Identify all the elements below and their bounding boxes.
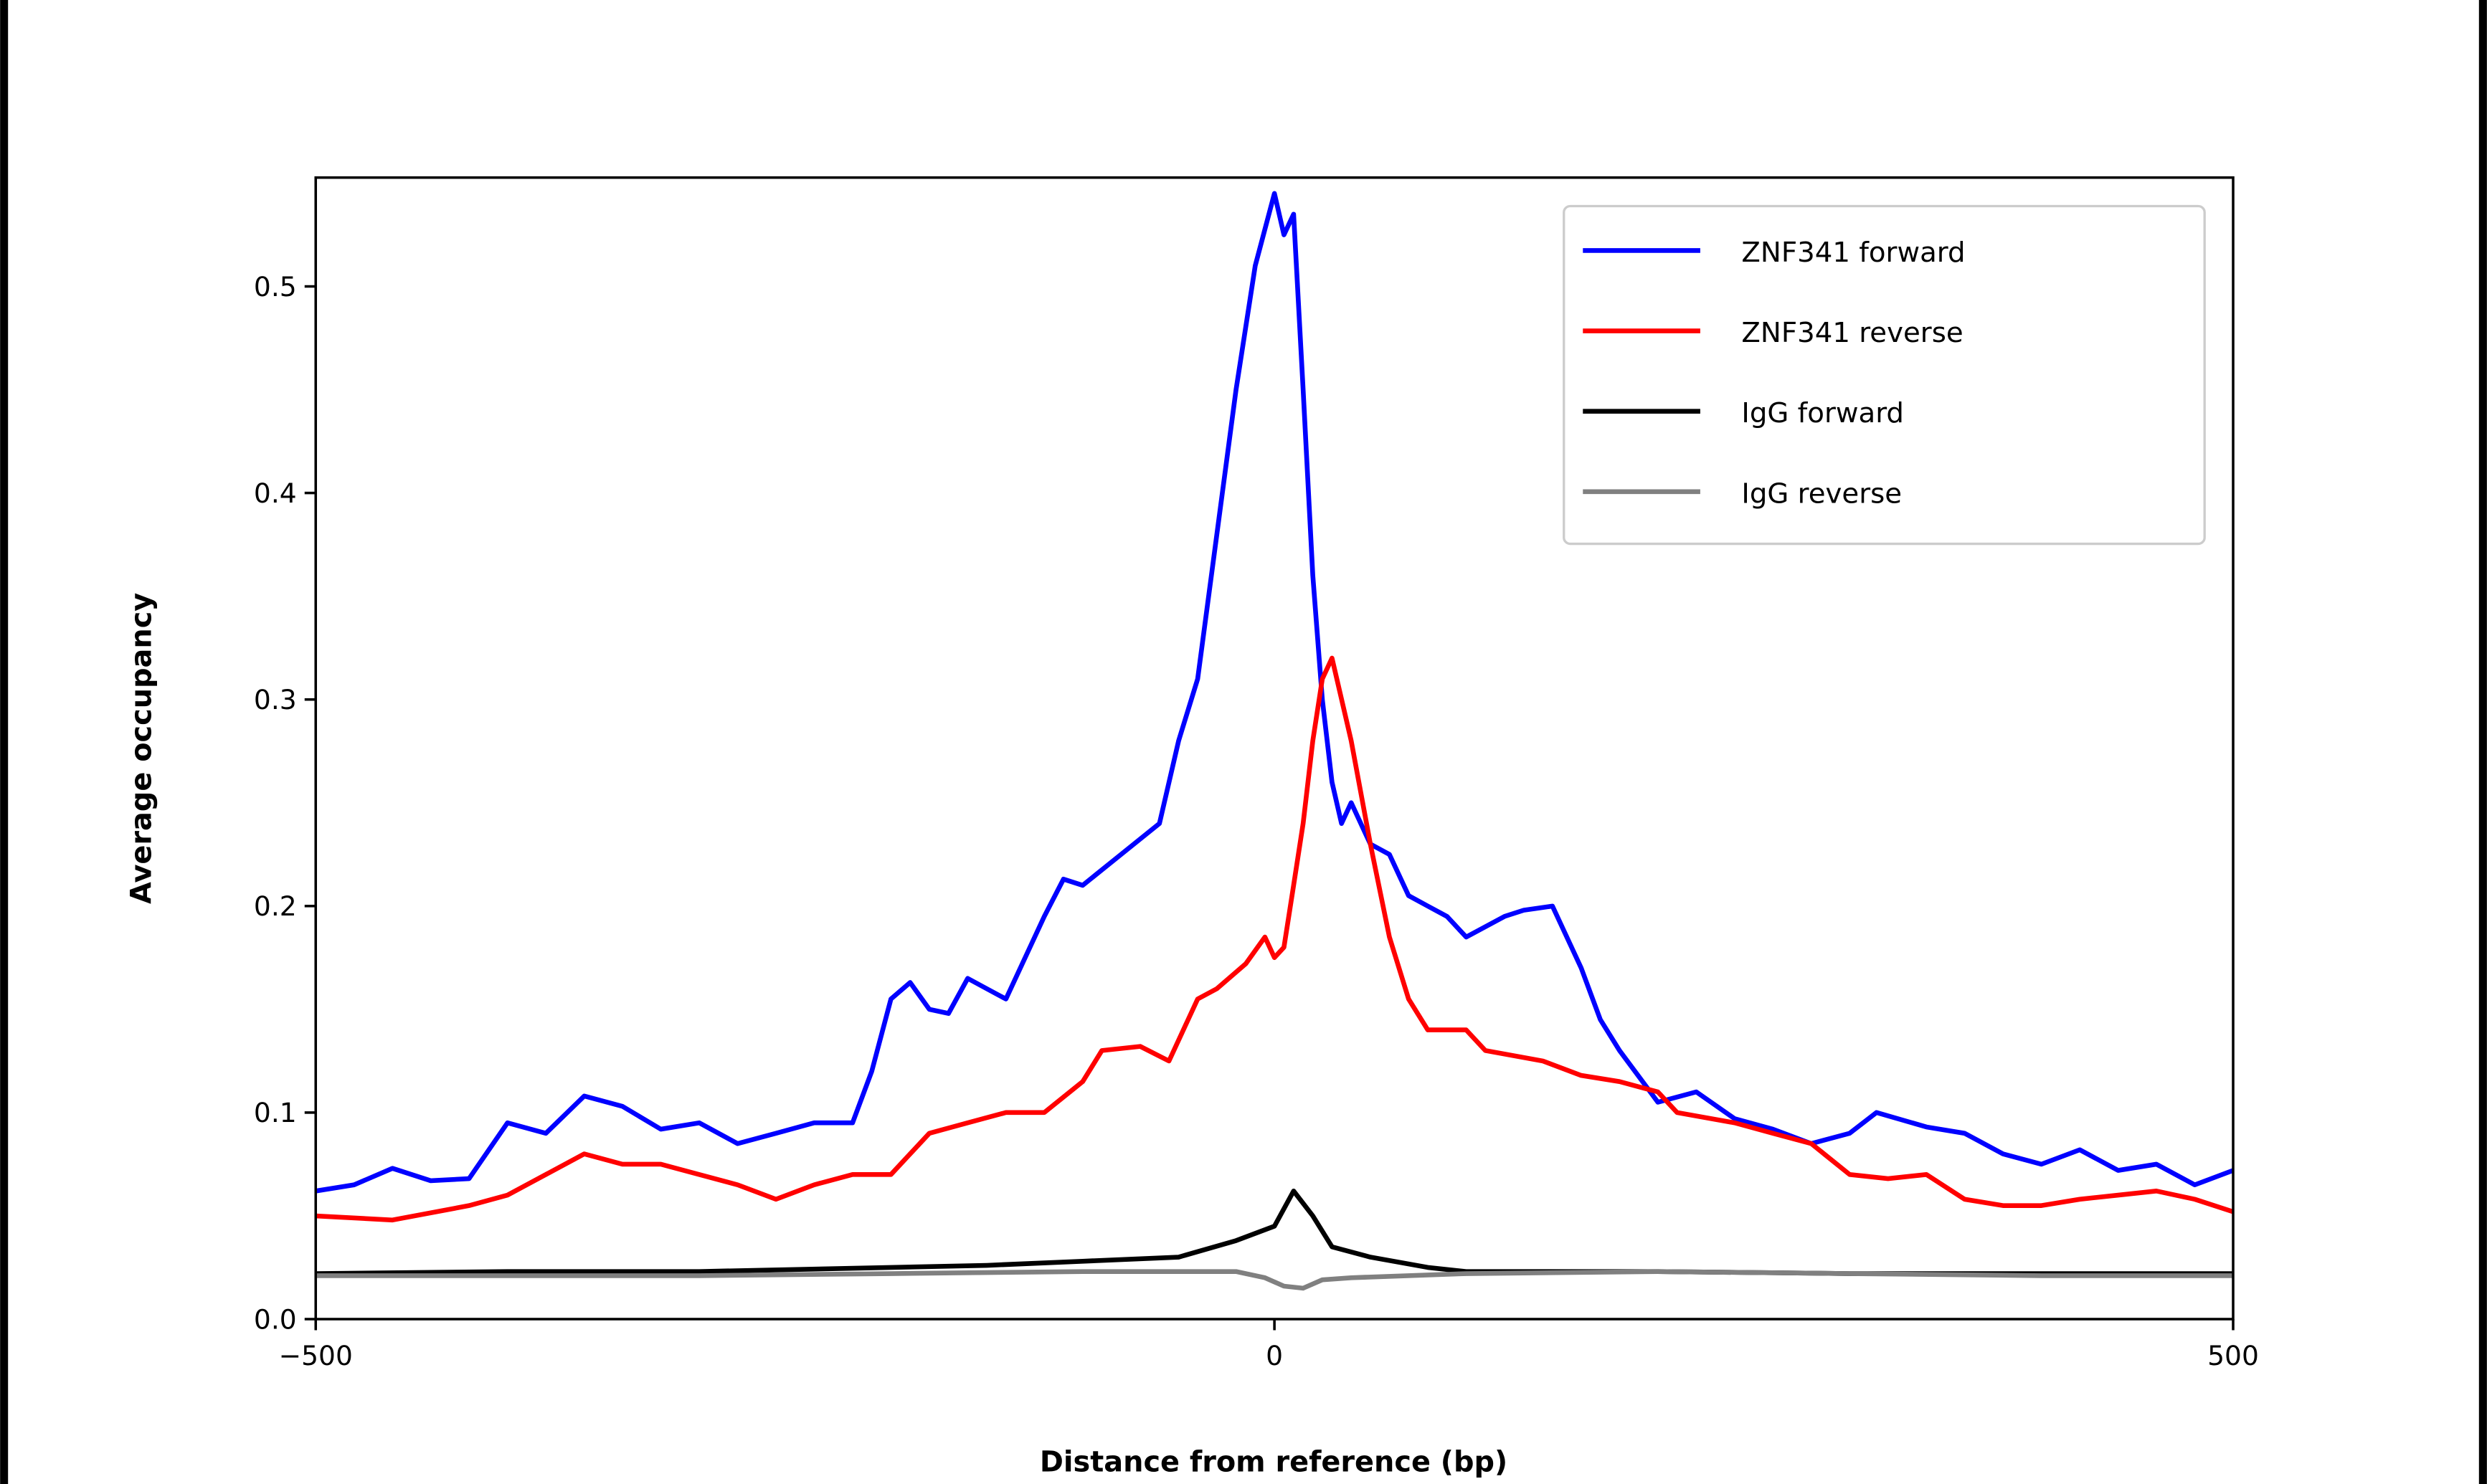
legend-label: IgG forward [1741, 397, 1904, 429]
y-tick-label: 0.1 [254, 1097, 297, 1128]
x-tick-label: 0 [1266, 1340, 1283, 1371]
legend: ZNF341 forward ZNF341 reverse IgG forward I… [1563, 204, 2206, 546]
legend-label: ZNF341 forward [1741, 237, 1965, 269]
y-axis-label: Average occupancy [125, 593, 158, 904]
series-line-igg-reverse [316, 1269, 2234, 1291]
series-line-znf341-forward [315, 191, 2235, 1194]
legend-box [1563, 204, 2206, 546]
y-tick-label: 0.5 [254, 271, 297, 303]
series-layer [315, 191, 2235, 1291]
y-tick-label: 0.0 [254, 1303, 297, 1335]
right-border [2478, 0, 2487, 1484]
x-axis-label: Distance from reference (bp) [1040, 1445, 1507, 1478]
ticks: −500 0 500 0.0 0.1 0.2 0.3 0.4 0.5 [254, 271, 2259, 1371]
y-tick-label: 0.2 [254, 890, 297, 922]
legend-label: IgG reverse [1741, 477, 1902, 510]
legend-label: ZNF341 reverse [1741, 317, 1963, 349]
y-tick-label: 0.3 [254, 684, 297, 715]
x-tick-label: −500 [279, 1340, 353, 1371]
y-tick-label: 0.4 [254, 477, 297, 509]
left-border [0, 0, 9, 1484]
series-line-znf341-reverse [316, 655, 2235, 1223]
x-tick-label: 500 [2207, 1340, 2259, 1371]
